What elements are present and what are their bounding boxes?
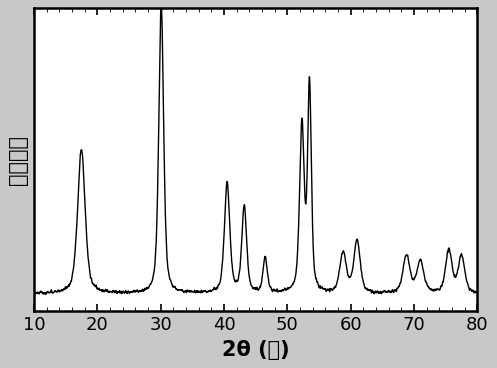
X-axis label: 2θ (度): 2θ (度) bbox=[222, 340, 289, 360]
Y-axis label: 相对强度: 相对强度 bbox=[8, 135, 28, 185]
